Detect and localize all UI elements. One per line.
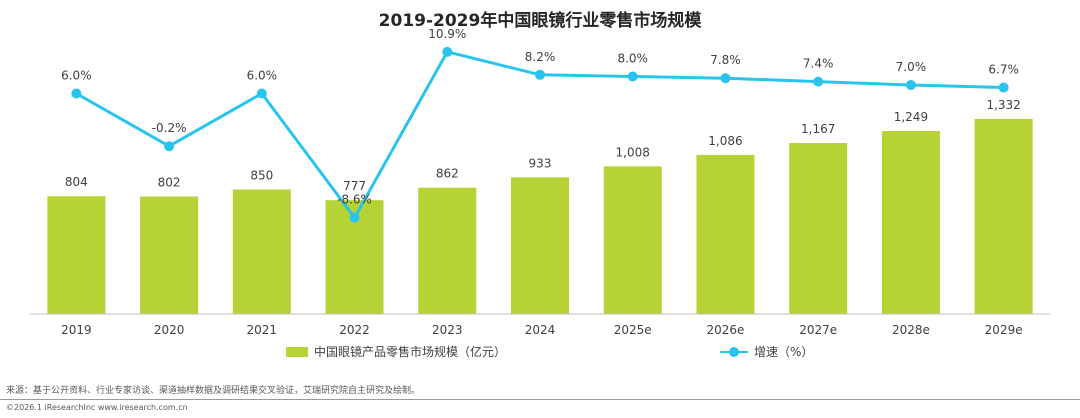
growth-rate-point-2021 [256, 88, 267, 99]
growth-rate-point-2027e [813, 76, 824, 87]
x-tick-label-2028e: 2028e [892, 323, 930, 337]
x-tick-label-2023: 2023 [432, 323, 463, 337]
source-note: 来源：基于公开资料、行业专家访谈、渠道抽样数据及调研结果交叉验证，艾瑞研究院自主… [6, 386, 421, 396]
line-layer: 6.0% -0.2% 6.0% -8.6% 10.9% 8.2% 8.0% 7.8% 7.4% 7… [61, 27, 1019, 223]
bar-label-2025e: 1,008 [616, 145, 650, 159]
bar-2025e [603, 166, 662, 314]
x-axis: 2019 2020 2021 2022 2023 2024 2025e 2026e 2027e 2… [30, 313, 1050, 337]
bar-label-2021: 850 [250, 168, 273, 182]
bar-2019 [47, 196, 106, 314]
legend-label-market-size: 中国眼镜产品零售市场规模（亿元） [314, 345, 507, 359]
x-tick-label-2027e: 2027e [799, 323, 837, 337]
bar-2021 [232, 189, 291, 314]
growth-rate-label-2024: 8.2% [525, 50, 556, 64]
legend-line-swatch [720, 346, 748, 357]
bar-label-2028e: 1,249 [894, 110, 928, 124]
growth-rate-label-2027e: 7.4% [803, 57, 834, 71]
x-tick-label-2025e: 2025e [614, 323, 652, 337]
growth-rate-label-2026e: 7.8% [710, 53, 741, 67]
chart-plot: 804 802 850 777 862 933 1,008 1,086 1,167 1,249 1,… [30, 27, 1050, 337]
growth-rate-label-2019: 6.0% [61, 69, 92, 83]
legend-item-market-size: 中国眼镜产品零售市场规模（亿元） [286, 343, 506, 360]
bar-label-2029e: 1,332 [986, 98, 1020, 112]
growth-rate-label-2023: 10.9% [428, 27, 466, 41]
growth-rate-point-2019 [71, 88, 82, 99]
bar-2023 [418, 187, 477, 314]
bar-2026e [696, 154, 755, 314]
growth-rate-label-2029e: 6.7% [988, 63, 1019, 77]
growth-rate-point-2025e [627, 71, 638, 82]
footer-divider [0, 399, 1080, 400]
growth-rate-point-2029e [998, 82, 1009, 93]
bar-label-2024: 933 [529, 156, 552, 170]
growth-rate-label-2028e: 7.0% [896, 60, 927, 74]
growth-rate-point-2024 [535, 69, 545, 80]
growth-rate-point-2023 [442, 46, 453, 57]
legend-label-growth-rate: 增速（%） [754, 345, 814, 359]
growth-rate-point-2022 [349, 212, 360, 223]
x-tick-label-2024: 2024 [525, 323, 556, 337]
growth-rate-label-2020: -0.2% [152, 121, 187, 135]
bar-label-2026e: 1,086 [708, 134, 742, 148]
growth-rate-point-2020 [164, 141, 175, 152]
bar-2029e [974, 118, 1033, 314]
bar-2028e [881, 131, 940, 314]
copyright-text: ©2026.1 iResearchInc www.iresearch.com.c… [6, 403, 188, 412]
bar-2024 [511, 177, 569, 314]
chart-title: 2019-2029年中国眼镜行业零售市场规模 [378, 11, 702, 31]
bar-label-2027e: 1,167 [801, 122, 835, 136]
growth-rate-label-2021: 6.0% [247, 69, 278, 83]
legend: 中国眼镜产品零售市场规模（亿元） 增速（%） [0, 343, 1080, 363]
legend-item-growth-rate: 增速（%） [720, 343, 813, 360]
bar-2020 [140, 196, 199, 314]
x-tick-label-2022: 2022 [339, 323, 370, 337]
legend-bar-swatch [286, 346, 308, 357]
growth-rate-label-2025e: 8.0% [617, 52, 648, 66]
bar-label-2022: 777 [343, 179, 366, 193]
x-tick-label-2026e: 2026e [706, 323, 744, 337]
growth-rate-point-2028e [905, 80, 916, 90]
bar-label-2023: 862 [436, 167, 459, 181]
x-tick-label-2020: 2020 [154, 323, 185, 337]
x-tick-label-2019: 2019 [61, 323, 92, 337]
x-tick-label-2029e: 2029e [985, 323, 1023, 337]
bar-label-2020: 802 [158, 176, 181, 190]
x-tick-label-2021: 2021 [247, 323, 278, 337]
bars-layer: 804 802 850 777 862 933 1,008 1,086 1,167 1,249 1,… [47, 98, 1033, 314]
growth-rate-point-2026e [720, 73, 731, 84]
bar-label-2019: 804 [65, 175, 88, 189]
bar-2027e [789, 143, 848, 314]
growth-rate-label-2022: -8.6% [337, 193, 372, 207]
